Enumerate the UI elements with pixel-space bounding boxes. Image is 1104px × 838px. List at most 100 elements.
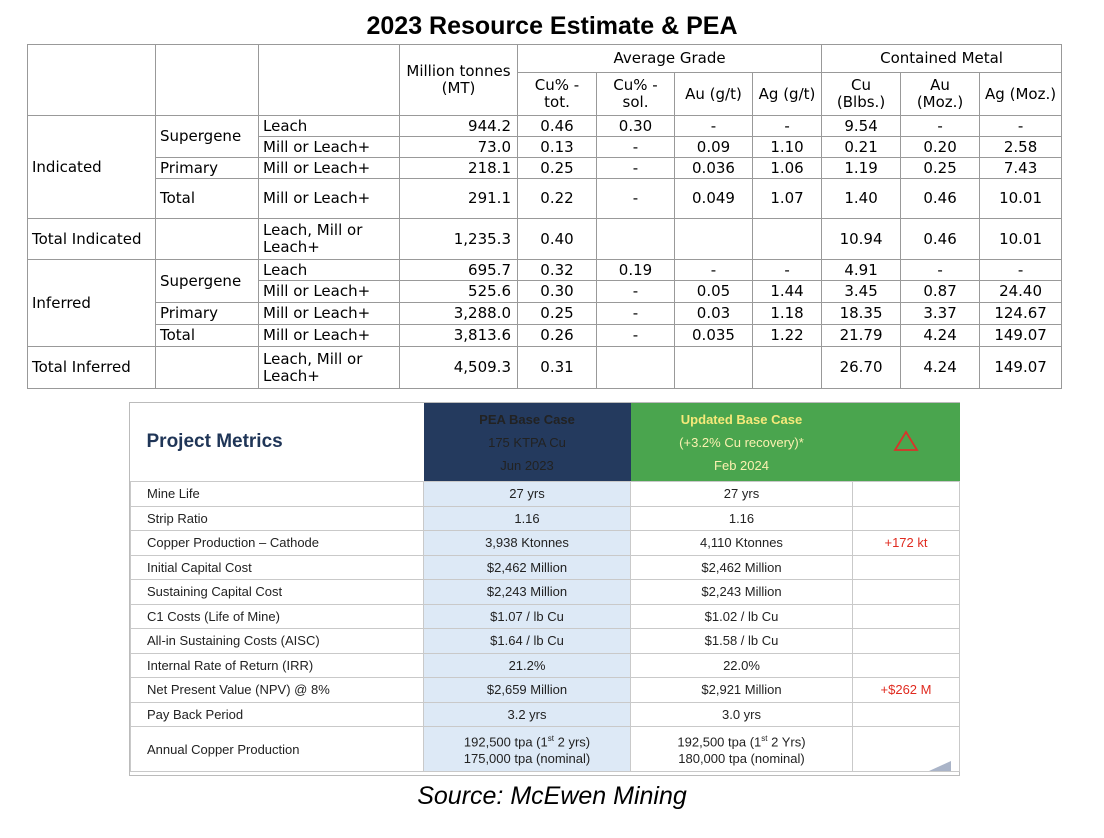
- header-blank-1: [27, 44, 156, 116]
- cell: -: [900, 115, 981, 137]
- cell: [155, 346, 259, 389]
- metric-updated-value: 4,110 Ktonnes: [630, 530, 853, 556]
- metric-label: Internal Rate of Return (IRR): [130, 652, 424, 678]
- zone-label-primary: Primary: [155, 157, 259, 179]
- cell: 0.32: [517, 259, 597, 281]
- cell: 0.26: [517, 324, 597, 347]
- cell: 9.54: [821, 115, 902, 137]
- cell: 0.09: [674, 136, 753, 158]
- table-row: Total Indicated Leach, Mill or Leach+ 1,…: [27, 218, 1063, 260]
- metric-delta: [852, 701, 960, 727]
- pea-base-case-header: PEA Base Case 175 KTPA Cu Jun 2023: [423, 403, 631, 482]
- cell: -: [596, 324, 675, 347]
- pea-metrics-panel: Project Metrics PEA Base Case 175 KTPA C…: [129, 402, 960, 776]
- metric-updated-value: 192,500 tpa (1st 2 Yrs) 180,000 tpa (nom…: [630, 726, 853, 772]
- metric-delta: [852, 481, 960, 507]
- cell: -: [596, 157, 675, 179]
- cell: 21.79: [821, 324, 902, 347]
- cell: 1.18: [751, 302, 823, 325]
- metric-base-value: 3,938 Ktonnes: [423, 530, 631, 556]
- metric-delta: [852, 505, 960, 531]
- metric-updated-value: 1.16: [630, 505, 853, 531]
- updated-base-case-subtitle: (+3.2% Cu recovery)*: [679, 434, 804, 450]
- annual-production-base-line2: 175,000 tpa (nominal): [463, 750, 591, 766]
- metric-row: Initial Capital Cost $2,462 Million $2,4…: [130, 554, 960, 580]
- cell: [596, 346, 675, 389]
- metric-row: Copper Production – Cathode 3,938 Ktonne…: [130, 530, 960, 556]
- cell: [751, 346, 823, 389]
- cell: -: [900, 259, 981, 281]
- metric-label: Net Present Value (NPV) @ 8%: [130, 677, 424, 703]
- metric-delta: [852, 652, 960, 678]
- table-row: Total Mill or Leach+ 3,813.6 0.26 - 0.03…: [28, 324, 1063, 347]
- metric-row: Net Present Value (NPV) @ 8% $2,659 Mill…: [130, 677, 960, 703]
- cell: 4.24: [900, 324, 981, 347]
- metric-label: Sustaining Capital Cost: [130, 579, 424, 605]
- page-title: 2023 Resource Estimate & PEA: [366, 12, 738, 40]
- annual-production-updated-line1: 192,500 tpa (1st 2 Yrs): [635, 731, 848, 750]
- metric-updated-value: 3.0 yrs: [630, 701, 853, 727]
- cell: 149.07: [979, 324, 1063, 347]
- cell: 0.87: [900, 280, 981, 303]
- metric-base-value: 3.2 yrs: [423, 701, 631, 727]
- table-row: Primary Mill or Leach+ 3,288.0 0.25 - 0.…: [28, 302, 1063, 325]
- zone-label-supergene: Supergene: [155, 259, 259, 303]
- metric-delta: +172 kt: [852, 530, 960, 556]
- cell: 0.05: [674, 280, 753, 303]
- text-part: 192,500 tpa (1: [463, 734, 548, 750]
- table-row: Total Inferred Leach, Mill or Leach+ 4,5…: [27, 346, 1063, 389]
- metric-row: All-in Sustaining Costs (AISC) $1.64 / l…: [130, 628, 960, 654]
- cell: 0.21: [821, 136, 902, 158]
- superscript: st: [547, 734, 554, 744]
- cell: Leach, Mill or Leach+: [258, 346, 400, 389]
- cell: 26.70: [821, 346, 902, 389]
- metric-label: Pay Back Period: [130, 701, 424, 727]
- group-label-total-indicated: Total Indicated: [27, 218, 156, 260]
- metric-base-value: $2,462 Million: [423, 554, 631, 580]
- metric-row: Pay Back Period 3.2 yrs 3.0 yrs: [130, 701, 960, 727]
- metric-base-value: $1.07 / lb Cu: [423, 603, 631, 629]
- source-caption: Source: McEwen Mining: [417, 782, 687, 810]
- cell: 944.2: [399, 115, 518, 137]
- metric-base-value: $2,243 Million: [423, 579, 631, 605]
- metric-row: Mine Life 27 yrs 27 yrs: [130, 481, 960, 507]
- cell: 0.22: [517, 178, 597, 219]
- cell: 695.7: [399, 259, 518, 281]
- metric-updated-value: $2,921 Million: [630, 677, 853, 703]
- cell: 3,813.6: [399, 324, 518, 347]
- cell: 10.94: [821, 218, 902, 260]
- header-cu-sol: Cu% - sol.: [596, 72, 675, 116]
- cell: -: [979, 259, 1063, 281]
- cell: [674, 346, 753, 389]
- cell: 4.91: [821, 259, 902, 281]
- cell: 18.35: [821, 302, 902, 325]
- corner-logo-fragment: [929, 761, 951, 771]
- cell: Mill or Leach+: [258, 302, 400, 325]
- table-row: Primary Mill or Leach+ 218.1 0.25 - 0.03…: [28, 157, 1063, 179]
- group-label-total-inferred: Total Inferred: [27, 346, 156, 389]
- cell: 0.036: [674, 157, 753, 179]
- table-row: Mill or Leach+ 525.6 0.30 - 0.05 1.44 3.…: [28, 280, 1063, 303]
- pea-metrics-table: Project Metrics PEA Base Case 175 KTPA C…: [130, 403, 960, 772]
- header-blank-3: [258, 44, 400, 116]
- cell: -: [596, 178, 675, 219]
- cell: 0.049: [674, 178, 753, 219]
- cell: Mill or Leach+: [258, 280, 400, 303]
- cell: -: [596, 136, 675, 158]
- metric-updated-value: $2,243 Million: [630, 579, 853, 605]
- cell: 149.07: [979, 346, 1063, 389]
- table-row: Inferred Supergene Leach 695.7 0.32 0.19…: [27, 259, 1063, 347]
- cell: 0.46: [900, 178, 981, 219]
- cell: 218.1: [399, 157, 518, 179]
- annual-production-base-line1: 192,500 tpa (1st 2 yrs): [428, 731, 626, 750]
- cell: 1.10: [751, 136, 823, 158]
- cell: [674, 218, 753, 260]
- cell: 291.1: [399, 178, 518, 219]
- cell: 0.25: [900, 157, 981, 179]
- cell: 73.0: [399, 136, 518, 158]
- cell: 0.25: [517, 302, 597, 325]
- cell: 1.06: [751, 157, 823, 179]
- cell: -: [596, 280, 675, 303]
- pea-base-case-title: PEA Base Case: [479, 411, 575, 427]
- cell: 0.03: [674, 302, 753, 325]
